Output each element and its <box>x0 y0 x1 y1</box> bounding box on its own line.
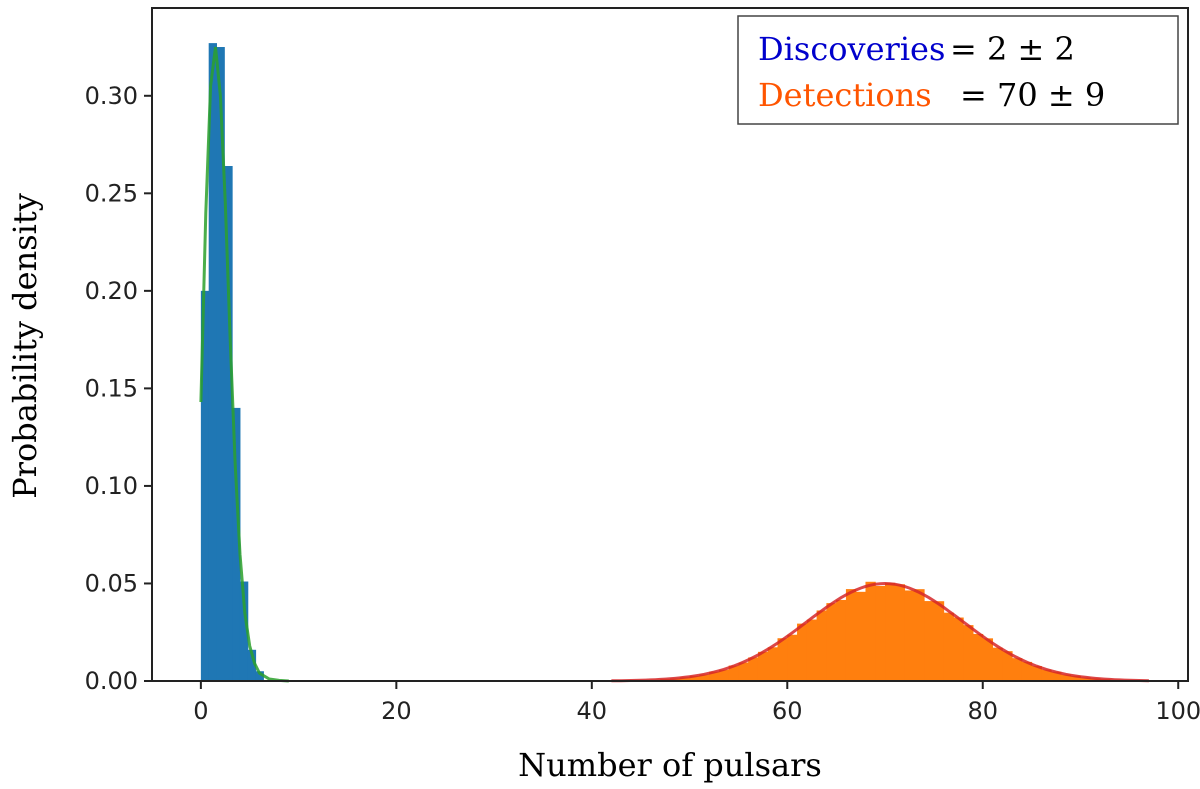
detections-bar <box>728 665 739 681</box>
detections-bar <box>924 601 935 681</box>
x-axis-label: Number of pulsars <box>518 746 822 784</box>
detections-bar <box>757 651 769 681</box>
x-tick-label: 100 <box>1155 697 1200 725</box>
x-tick-label: 60 <box>772 697 803 725</box>
detections-bar <box>738 662 749 681</box>
detections-fit-curve <box>611 581 1149 683</box>
detections-bar <box>1031 665 1042 681</box>
detections-bar <box>787 634 798 681</box>
detections-bar <box>836 599 847 681</box>
detections-bar <box>972 633 984 681</box>
detections-bar <box>1021 661 1033 681</box>
detections-bar <box>845 589 857 681</box>
detections-bar <box>816 610 827 681</box>
detections-bar <box>1060 674 1072 681</box>
detections-bar <box>933 601 945 681</box>
plot-frame <box>151 7 1189 682</box>
detections-bar <box>1012 658 1023 681</box>
bars-layer <box>200 43 1150 682</box>
detections-bar <box>1002 651 1013 681</box>
x-tick-label: 0 <box>193 697 208 725</box>
detections-bar <box>826 603 837 681</box>
detections-bar <box>767 647 779 681</box>
detections-bar <box>777 638 788 681</box>
discoveries-bar <box>247 649 257 681</box>
detections-bar <box>982 638 994 681</box>
discoveries-bar <box>200 290 210 681</box>
discoveries-bar <box>208 43 218 682</box>
detections-bar <box>943 612 954 681</box>
legend-discoveries-label: Discoveries <box>758 30 945 68</box>
detections-bar <box>1080 677 1091 681</box>
detections-bar <box>963 625 974 681</box>
discoveries-bar <box>224 166 233 682</box>
detections-bar <box>1070 675 1081 681</box>
legend-detections-value: = 70 ± 9 <box>960 76 1105 114</box>
curves-layer <box>199 46 1149 683</box>
y-tick-label: 0.15 <box>85 374 138 402</box>
y-tick-label: 0.20 <box>85 277 138 305</box>
detections-bar <box>806 619 818 681</box>
y-tick-label: 0.05 <box>85 569 138 597</box>
y-tick-label: 0.30 <box>85 82 138 110</box>
detections-bar <box>1041 669 1052 681</box>
detections-bar <box>718 669 730 681</box>
detections-bar <box>709 671 720 681</box>
legend: Discoveries = 2 ± 2 Detections = 70 ± 9 <box>737 15 1179 125</box>
x-tick-label: 80 <box>967 697 998 725</box>
detections-bar <box>797 623 808 681</box>
legend-detections-label: Detections <box>758 76 932 114</box>
y-axis-label: Probability density <box>6 193 44 499</box>
detections-bar <box>953 617 964 681</box>
detections-bar <box>992 647 1003 681</box>
detections-bar <box>679 677 691 681</box>
y-tick-label: 0.00 <box>85 667 138 695</box>
detections-bar <box>1051 671 1062 681</box>
detections-bar <box>875 585 886 681</box>
discoveries-bar <box>255 671 264 681</box>
detections-bar <box>699 674 710 681</box>
y-axis-ticks: 0.00 0.05 0.10 0.15 0.20 0.25 0.30 <box>85 82 152 695</box>
detections-bar <box>894 584 906 681</box>
detections-bar <box>865 581 876 681</box>
detections-bar <box>855 591 866 681</box>
discoveries-bar <box>239 581 249 681</box>
y-tick-label: 0.10 <box>85 472 138 500</box>
x-tick-label: 20 <box>381 697 412 725</box>
detections-bar <box>885 582 896 681</box>
y-tick-label: 0.25 <box>85 179 138 207</box>
detections-bar <box>914 589 925 681</box>
x-tick-label: 40 <box>577 697 608 725</box>
detections-bar <box>904 590 915 681</box>
discoveries-bar <box>232 407 241 681</box>
detections-bar <box>689 675 700 681</box>
legend-discoveries-value: = 2 ± 2 <box>950 30 1075 68</box>
discoveries-fit-curve <box>199 46 289 683</box>
detections-bar <box>748 657 759 681</box>
discoveries-bar <box>216 47 225 682</box>
legend-box <box>737 15 1179 125</box>
x-axis-ticks: 0 20 40 60 80 100 <box>193 681 1200 725</box>
